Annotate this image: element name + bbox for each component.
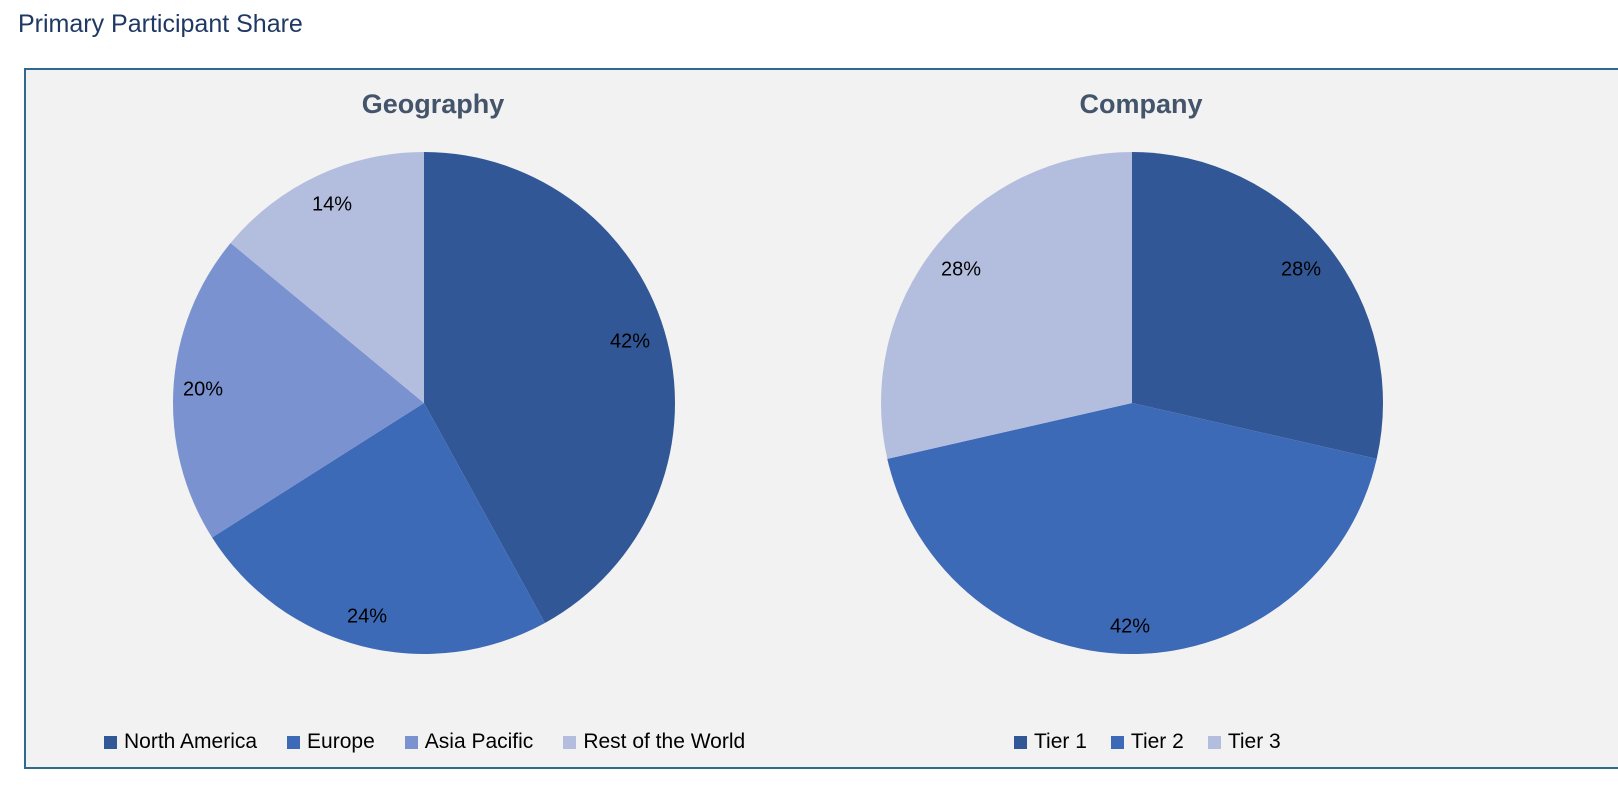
legend-swatch [404,735,418,749]
legend-label: Europe [307,730,375,753]
page-title: Primary Participant Share [18,10,303,38]
legend-swatch [1110,735,1124,749]
legend-label: Tier 1 [1034,730,1087,753]
legend-label: Rest of the World [583,730,746,753]
pie-slice-rest-of-the-world [230,152,424,403]
pie-slice-north-america [424,152,675,623]
legend-item-tier-3: Tier 3 [1207,730,1281,754]
legend-swatch [104,735,117,749]
pie-slice-europe [212,403,545,655]
pie-slice-tier-1 [1132,152,1383,459]
legend-swatch [1207,735,1221,749]
geography-pie: 42% 24% 20% 14% [173,152,675,655]
legend-swatch [563,735,577,749]
legend-item-asia-pacific: Asia Pacific [404,730,534,754]
legend-item-north-america: North America [104,730,257,754]
legend-label: Tier 2 [1130,730,1184,753]
data-label-north-america: 42% [610,330,650,352]
pie-slice-tier-3 [881,152,1132,459]
legend-company: Tier 1 Tier 2 Tier 3 [1014,730,1281,754]
chart-title-geography: Geography [362,89,505,119]
chart-title-company: Company [1079,89,1202,119]
data-label-tier-1: 28% [1281,258,1321,280]
legend-swatch [1014,735,1027,749]
data-label-europe: 24% [347,605,387,627]
company-pie: 28% 42% 28% [881,152,1383,654]
pie-slice-tier-2 [887,403,1377,654]
pie-slice-asia-pacific [173,243,424,538]
data-label-rest-of-the-world: 14% [312,193,352,215]
legend-label: North America [124,730,258,753]
data-label-asia-pacific: 20% [183,378,223,400]
legend-item-tier-1: Tier 1 [1014,730,1087,754]
legend-geography: North America Europe Asia Pacific Rest o… [104,730,745,754]
legend-item-europe: Europe [287,730,375,754]
legend-label: Asia Pacific [424,730,534,753]
data-label-tier-3: 28% [941,258,981,280]
data-label-tier-2: 42% [1110,615,1150,637]
legend-item-tier-2: Tier 2 [1110,730,1184,754]
legend-label: Tier 3 [1227,730,1281,753]
legend-swatch [287,735,301,749]
legend-item-rest-of-the-world: Rest of the World [563,730,745,754]
